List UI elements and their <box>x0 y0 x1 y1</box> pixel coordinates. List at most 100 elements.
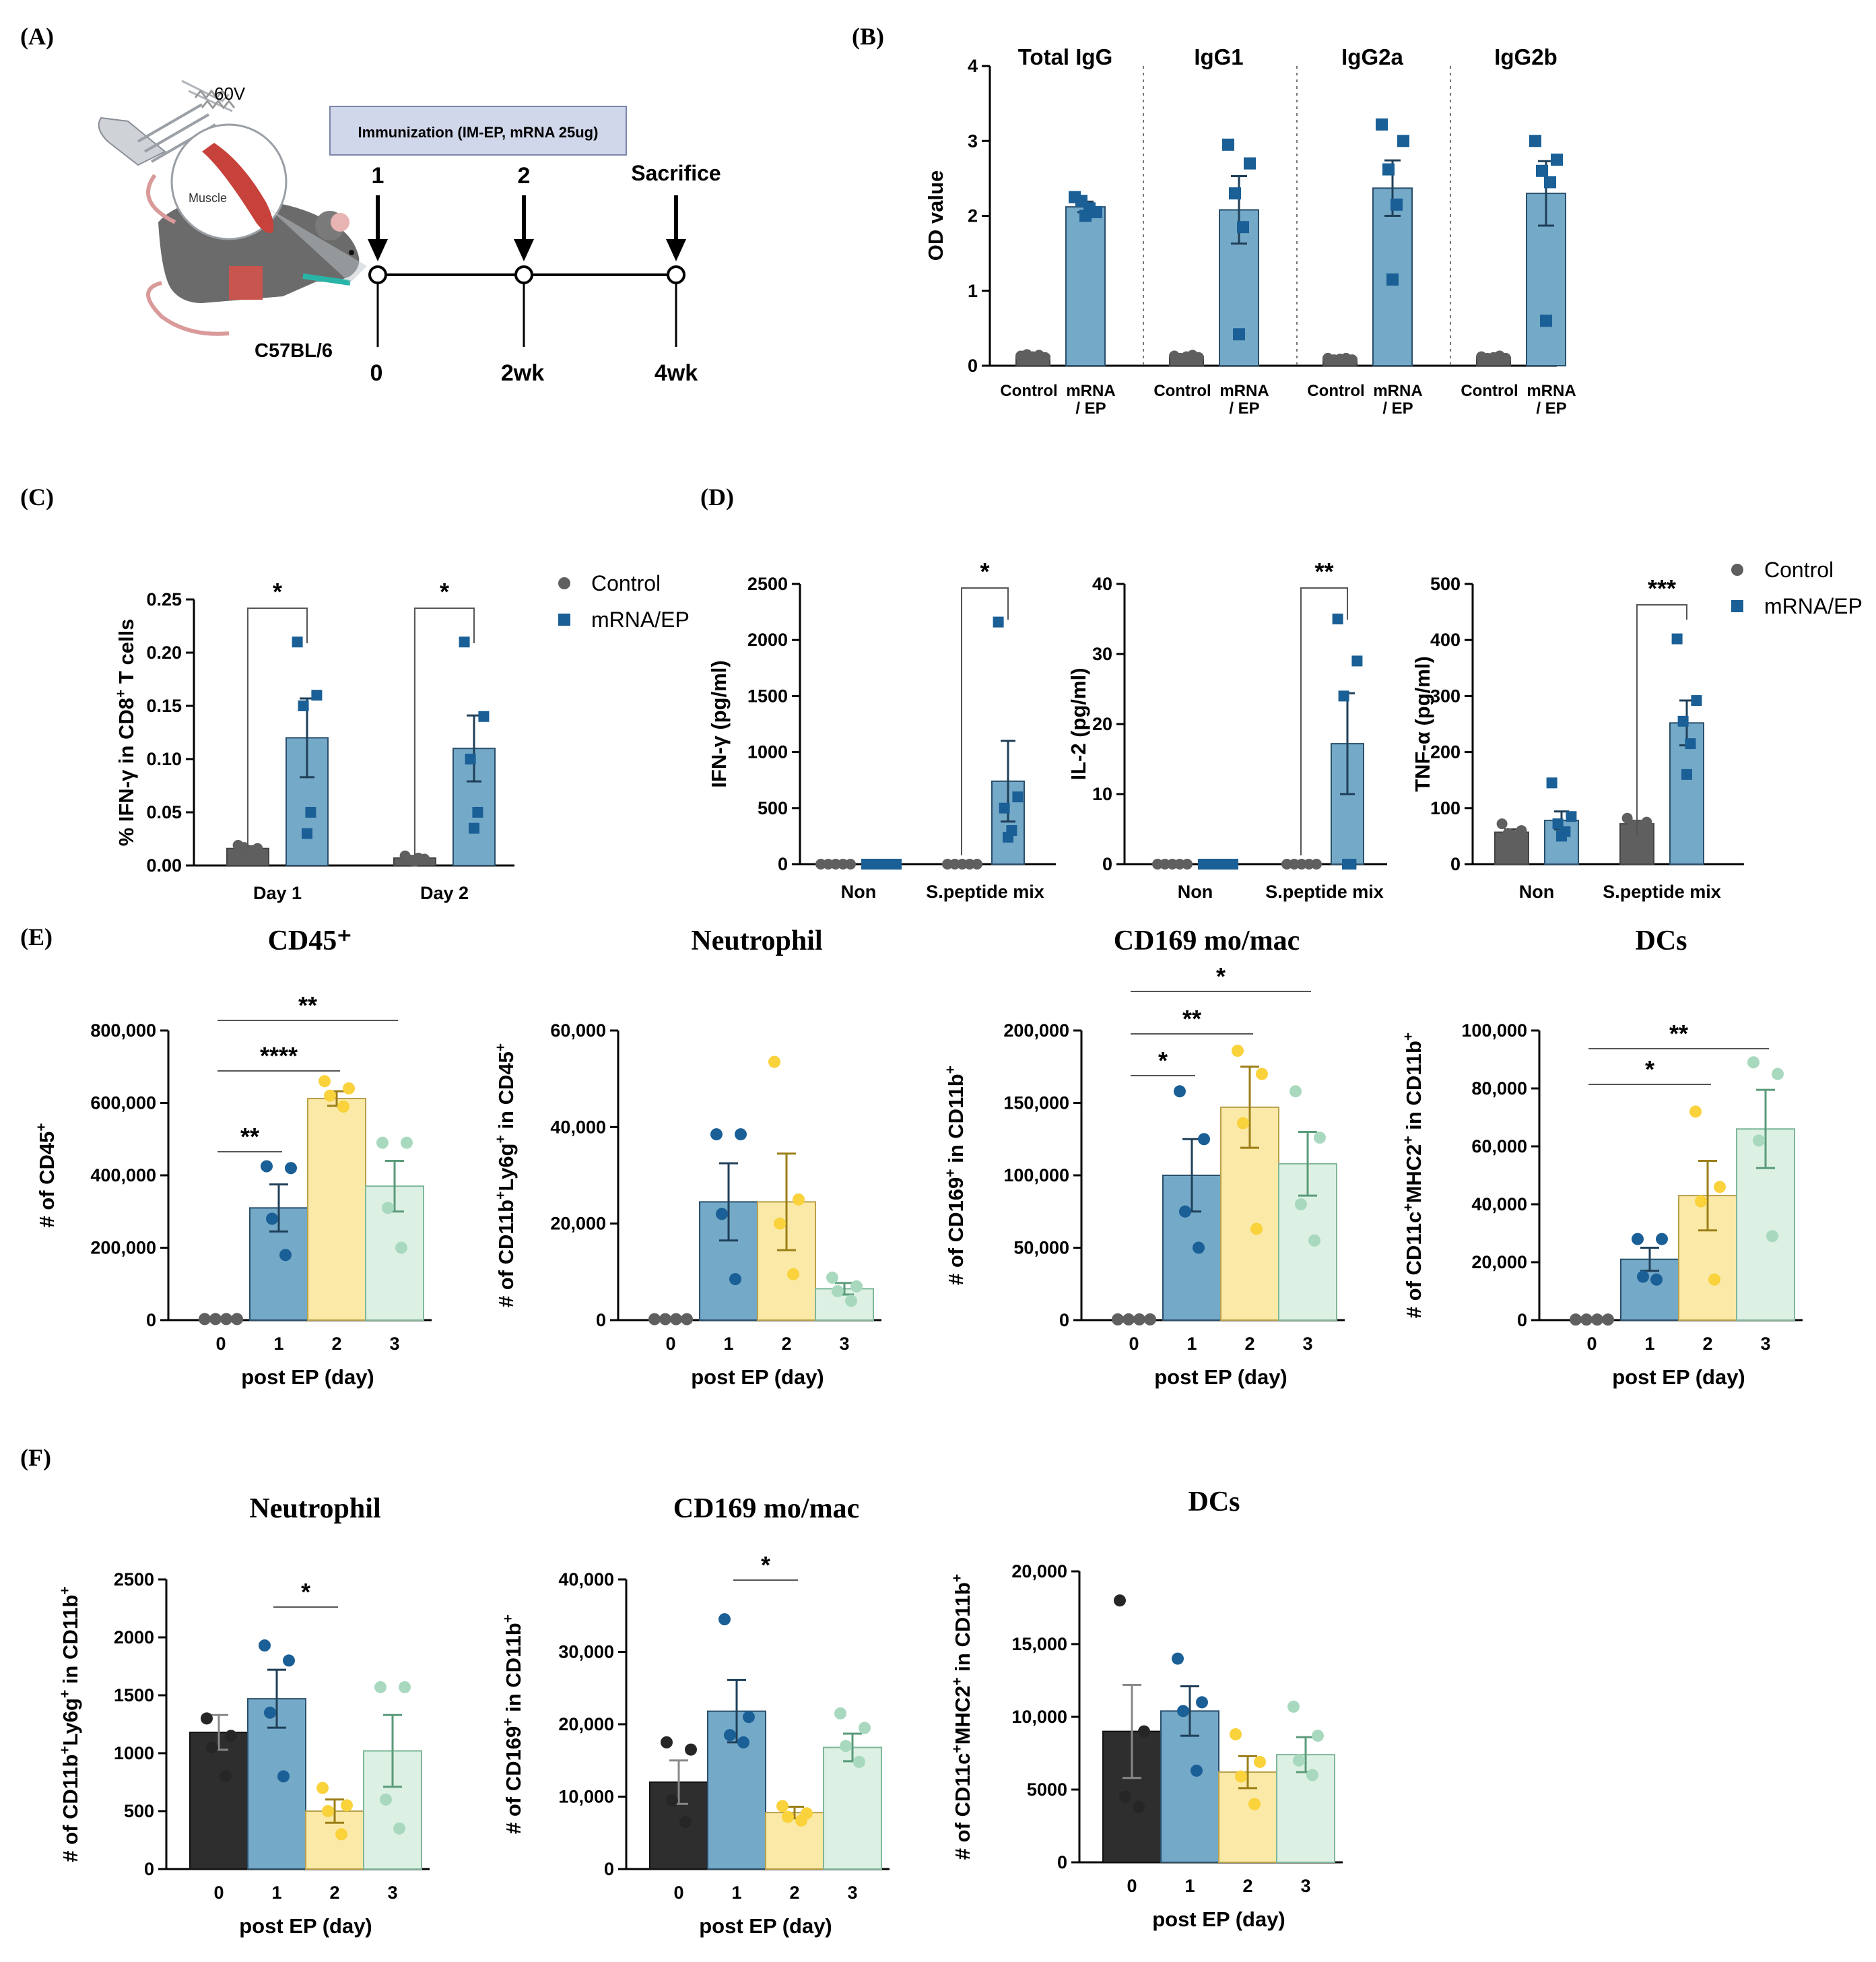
y-tick-label: 10,000 <box>558 1787 614 1807</box>
y-axis-label: # of CD169+ in CD11b+ <box>500 1614 525 1834</box>
y-tick-label: 20,000 <box>1471 1252 1527 1272</box>
x-tick-label: 3 <box>1300 1876 1310 1896</box>
y-tick-label: 200 <box>1430 742 1461 762</box>
chart-f2: CD169 mo/mac 0 10,000 20,000 30,000 40,000 # o… <box>500 1493 890 1938</box>
data-point <box>1677 715 1689 727</box>
data-point <box>1293 1754 1305 1767</box>
chart-f3: DCs 0 5000 10,000 15,000 20,000 # of CD11c+MHC… <box>949 1486 1343 1931</box>
y-tick-label: 80,000 <box>1471 1078 1527 1099</box>
data-point <box>220 1770 232 1783</box>
data-point <box>1306 1769 1318 1781</box>
panel-label-d: (D) <box>700 484 734 511</box>
data-point <box>1540 315 1552 327</box>
chart-d3: 0 100 200 300 400 500 TNF-α (pg/ml) Non S.peptid… <box>1411 574 1744 902</box>
y-axis-label: IFN-γ (pg/ml) <box>707 660 731 787</box>
data-point <box>1311 859 1322 870</box>
x-tick-label: mRNA <box>1066 382 1115 400</box>
y-tick-label: 100,000 <box>1461 1020 1527 1041</box>
data-point <box>302 828 312 839</box>
y-tick-label: 2000 <box>747 630 788 650</box>
data-point <box>1228 859 1238 870</box>
significance-label: * <box>761 1551 770 1579</box>
data-point <box>1529 135 1541 148</box>
data-point <box>1012 791 1024 803</box>
data-point <box>1747 1056 1760 1069</box>
bar <box>307 1098 366 1321</box>
data-point <box>316 1781 329 1794</box>
y-axis-label: # of CD45+ <box>34 1123 59 1227</box>
legend-label-mrna: mRNA/EP <box>591 608 690 632</box>
x-tick-label: 1 <box>1186 1334 1197 1354</box>
data-point <box>793 1193 805 1206</box>
x-tick-label: 0 <box>665 1334 675 1354</box>
x-tick-label: 2 <box>329 1883 339 1903</box>
data-point <box>1174 859 1185 870</box>
y-tick-label: 1000 <box>114 1743 154 1763</box>
x-tick-label: mRNA <box>1219 382 1269 400</box>
mouse-strain-label: C57BL/6 <box>255 340 333 362</box>
significance-label: * <box>273 578 282 606</box>
data-point <box>1079 209 1092 222</box>
data-point <box>1304 859 1314 870</box>
data-point <box>1295 1198 1307 1210</box>
x-tick-label: 1 <box>723 1334 733 1354</box>
data-point <box>1296 859 1307 870</box>
y-tick-label: 200,000 <box>90 1238 156 1258</box>
legend-d: Control mRNA/EP <box>1731 558 1863 618</box>
data-point <box>859 1722 871 1734</box>
data-point <box>209 1313 222 1326</box>
y-tick-label: 60,000 <box>1471 1136 1527 1156</box>
significance-bracket <box>247 608 308 849</box>
arrow-down-icon <box>368 195 388 261</box>
timeline-node <box>514 265 533 284</box>
legend-c: Control mRNA/EP <box>558 571 690 632</box>
y-tick-label: 2000 <box>114 1627 154 1647</box>
x-tick-label: 2 <box>1242 1876 1252 1896</box>
y-axis-label: TNF-α (pg/ml) <box>1411 656 1434 792</box>
data-point <box>376 1136 389 1149</box>
chart-title: CD169 mo/mac <box>673 1493 859 1524</box>
y-tick-label: 100 <box>1430 798 1461 818</box>
data-point <box>1580 1313 1593 1326</box>
x-tick-label: Day 2 <box>420 883 469 903</box>
data-point <box>1546 777 1557 789</box>
data-point <box>845 859 856 870</box>
data-point <box>1254 1755 1266 1768</box>
x-tick-label: 1 <box>1644 1334 1654 1354</box>
x-tick-label: 2 <box>1702 1334 1712 1354</box>
data-point <box>679 1816 692 1829</box>
significance-label: ** <box>1182 1005 1201 1033</box>
y-tick-label: 0 <box>1057 1852 1067 1872</box>
data-point <box>1167 859 1178 870</box>
data-point <box>1244 157 1256 170</box>
y-tick-label: 1000 <box>747 742 788 762</box>
data-point <box>1347 354 1358 366</box>
data-point <box>1003 832 1013 843</box>
y-tick-label: 50,000 <box>1013 1238 1069 1258</box>
data-point <box>259 1639 271 1652</box>
chart-title: Neutrophil <box>691 925 822 956</box>
data-point <box>1123 1313 1135 1326</box>
data-point <box>840 1740 852 1753</box>
data-point <box>832 1285 844 1297</box>
y-tick-label: 0 <box>604 1859 614 1879</box>
x-tick-label: 3 <box>389 1334 399 1354</box>
x-tick-label: Day 1 <box>253 883 302 903</box>
chart-c: 0.00 0.05 0.10 0.15 0.20 0.25 % IFN-γ in CD8+ … <box>113 578 514 903</box>
data-point <box>1695 1195 1707 1208</box>
data-point <box>1506 829 1517 841</box>
data-point <box>787 1268 799 1280</box>
chart-title: CD169 mo/mac <box>1114 925 1300 956</box>
y-axis-label: IL-2 (pg/ml) <box>1067 667 1090 780</box>
chart-e1: CD45⁺ 0 200,000 400,000 600,000 800,000 # of C… <box>34 925 432 1389</box>
arrow-down-icon <box>666 195 686 261</box>
data-point <box>1602 1313 1614 1326</box>
data-point <box>1133 1800 1145 1813</box>
data-point <box>1500 352 1511 364</box>
data-point <box>277 1770 290 1783</box>
panel-a-diagram: 60V Muscle C57BL/6 Immunization (IM-EP, … <box>98 79 721 386</box>
data-point <box>782 1810 794 1823</box>
data-point <box>1287 1700 1300 1713</box>
y-tick-label: 5000 <box>1027 1779 1067 1800</box>
data-point <box>972 859 982 870</box>
